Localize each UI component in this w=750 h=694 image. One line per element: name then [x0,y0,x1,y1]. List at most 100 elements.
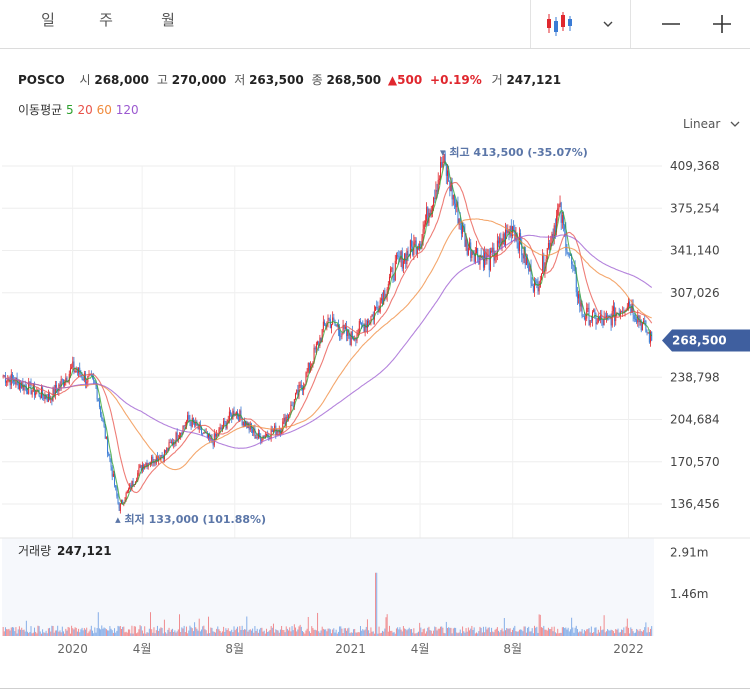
volume-bar [134,626,136,636]
volume-bar [489,632,491,636]
volume-bar [502,631,504,636]
candle [593,308,595,313]
volume-bar [204,629,206,636]
volume-bar [196,628,198,636]
volume-bar [169,631,171,636]
price-axis: 409,368 375,254 341,140 307,026 238,798 204,6… [670,159,720,511]
scale-selector[interactable]: Linear [683,117,740,131]
volume-bar [13,627,15,636]
volume-bar [445,621,447,636]
candle [603,310,605,326]
volume-bar [144,626,146,636]
volume-bar [212,631,214,636]
volume-bar [568,631,570,636]
candle [267,430,269,439]
candle [622,306,624,317]
volume-bar [618,632,620,636]
volume-bar [520,629,522,636]
volume-bar [387,631,389,636]
volume-bar [213,631,215,636]
candle [636,316,638,325]
candle [411,233,413,253]
volume-bar [588,628,590,636]
volume-bar [140,626,142,636]
volume-bar [101,625,103,636]
volume-bar [30,626,32,636]
volume-bar [67,626,69,636]
volume-bar [402,626,404,636]
volume-bar [148,628,150,636]
volume-bar [311,626,313,636]
volume-bar [590,626,592,636]
volume-bar [20,629,22,636]
price-tick-label: 136,456 [670,497,720,511]
candle [61,378,63,384]
candle [521,236,523,263]
candlestick-series [2,150,653,514]
volume-bar [509,628,511,636]
volume-bar [271,627,273,636]
volume-bar [574,627,576,636]
volume-bar [438,628,440,636]
volume-bar [189,625,191,636]
chart-type-dropdown[interactable] [596,0,620,48]
volume-bar [582,633,584,636]
volume-bar [185,626,187,636]
ma-60-label: 60 [96,103,112,117]
volume-bar [542,627,544,636]
tab-daily[interactable]: 일 [41,11,55,29]
zoom-in-button[interactable] [703,0,741,48]
chart-type-button[interactable] [540,0,580,48]
volume-bar [446,628,448,636]
volume-bar [262,631,264,636]
volume-bar [411,629,413,636]
volume-bar [188,630,190,636]
candle [224,417,226,426]
candle [452,194,454,206]
volume-bar [100,629,102,636]
volume-bar [340,626,342,636]
volume-bar [93,633,95,636]
volume-bar [563,627,565,636]
volume-bar [639,629,641,636]
volume-bar [199,631,201,636]
candle [233,406,235,417]
candle [612,300,614,317]
volume-bar [575,625,577,636]
candle [115,485,117,491]
volume-bar [493,632,495,636]
candle [469,237,471,251]
volume-bar [601,630,603,636]
volume-bar [291,626,293,636]
candle [390,266,392,279]
tab-monthly[interactable]: 월 [161,11,175,29]
volume-bar [248,629,250,636]
volume-bar [399,627,401,636]
volume-bar [221,631,223,636]
volume-bar [8,628,10,636]
volume-bar [297,629,299,636]
candle [489,247,491,272]
volume-bar [529,631,531,636]
volume-bar [109,626,111,636]
candle [397,251,399,260]
volume-bar [47,628,49,636]
volume-bar [288,630,290,636]
volume-bar [201,629,203,636]
tab-weekly[interactable]: 주 [99,11,113,29]
candle [183,425,185,430]
zoom-out-button[interactable] [652,0,690,48]
candle [375,306,377,311]
candle [517,238,519,254]
volume-bar [159,628,161,636]
volume-bar [7,629,9,636]
candle [470,238,472,262]
candle [136,477,138,482]
volume-bar [607,629,609,636]
candle [301,385,303,396]
candle [601,309,603,326]
volume-bar [464,632,466,636]
low-value: 263,500 [249,73,304,87]
volume-bar [192,631,194,636]
